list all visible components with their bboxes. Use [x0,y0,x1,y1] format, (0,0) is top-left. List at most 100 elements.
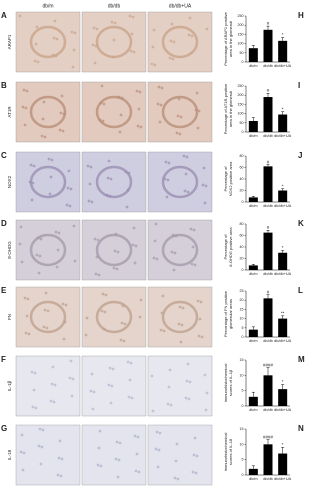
cell-nucleus [135,89,139,93]
bar [248,396,258,406]
bar [263,232,273,270]
bar [278,252,288,270]
cell-nucleus [196,126,200,130]
y-tick-label: 0 [242,200,244,204]
cell-nucleus [190,262,194,266]
bar [248,120,258,132]
row-label: 8-OHDG [7,241,12,259]
cell-nucleus [48,192,52,196]
x-tick-label: db/db [263,272,273,276]
cell-nucleus [132,50,136,54]
cell-nucleus [100,309,104,313]
cell-nucleus [32,164,36,168]
cell-nucleus [93,237,97,241]
cell-nucleus [174,459,178,463]
x-tick-label: db/db+UA [274,272,291,276]
panel-letter: C [1,151,7,160]
cell-nucleus [197,109,201,113]
y-tick-label: 5 [242,326,244,330]
cell-nucleus [51,53,55,57]
cell-nucleus [182,154,186,158]
cell-nucleus [150,62,154,66]
y-tick-label: 80 [240,222,244,226]
cell-nucleus [69,187,73,191]
cell-nucleus [102,102,106,106]
cell-nucleus [134,244,138,248]
row-label: ARAP1 [7,34,12,49]
bar [278,318,288,337]
cell-nucleus [35,253,39,257]
cell-nucleus [53,383,57,387]
cell-nucleus [167,385,171,389]
cell-nucleus [20,433,24,437]
micrograph [81,286,147,348]
cell-nucleus [22,88,26,92]
cell-nucleus [110,20,114,24]
y-axis-label: Immunohistochemical [223,433,228,472]
row-label: IL-1β [7,380,12,391]
significance-mark: # [267,159,270,164]
cell-nucleus [190,34,194,38]
bar [263,166,273,202]
cell-nucleus [160,311,164,315]
cell-nucleus [38,427,42,431]
cell-nucleus [62,337,66,341]
cell-nucleus [41,428,45,432]
significance-mark: #### [263,362,274,367]
cell-nucleus [58,439,62,443]
y-tick-label: 80 [240,154,244,158]
cell-nucleus [107,159,111,163]
cell-nucleus [127,395,131,399]
y-axis-label: Percentage of ARAP1 positive [223,11,228,65]
cell-nucleus [173,476,177,480]
cell-nucleus [179,115,183,119]
micrograph [15,151,81,213]
row-label: NOX2 [7,175,12,188]
cell-nucleus [24,331,28,335]
cell-nucleus [128,378,132,382]
y-tick-label: 0 [242,268,244,272]
cell-nucleus [107,383,111,387]
cell-nucleus [104,293,108,297]
cell-nucleus [115,440,119,444]
cell-nucleus [54,230,58,234]
cell-nucleus [47,157,51,161]
cell-nucleus [91,43,95,47]
cell-nucleus [195,454,199,458]
x-tick-label: db/db [263,64,273,68]
cell-nucleus [169,403,173,407]
cell-nucleus [163,177,167,181]
micrograph [15,355,81,417]
cell-nucleus [129,49,133,53]
chart-letter: H [298,11,304,20]
y-tick-label: 20 [240,188,244,192]
micrograph [147,219,213,281]
cell-nucleus [50,158,54,162]
cell-nucleus [46,309,50,313]
cell-nucleus [189,51,193,55]
cell-nucleus [45,326,49,330]
cell-nucleus [52,400,56,404]
y-axis-label: scores of IL-18 [228,438,233,465]
cell-nucleus [137,470,141,474]
chart-letter: L [298,286,303,295]
cell-nucleus [28,180,32,184]
micrograph [81,219,147,281]
y-tick-label: 100 [238,42,244,46]
cell-nucleus [199,300,203,304]
cell-nucleus [191,470,195,474]
x-tick-label: db/db [263,408,273,412]
cell-nucleus [90,372,94,376]
cell-nucleus [125,205,129,209]
cell-nucleus [118,441,122,445]
cell-nucleus [60,457,64,461]
bar [248,329,258,337]
y-tick-label: 100 [238,112,244,116]
cell-nucleus [155,430,159,434]
significance-mark: # [267,21,270,26]
panel-letter: G [1,424,7,433]
cell-nucleus [87,199,91,203]
chart-letter: J [298,151,302,160]
panel-letter: F [1,355,6,364]
cell-nucleus [180,323,184,327]
